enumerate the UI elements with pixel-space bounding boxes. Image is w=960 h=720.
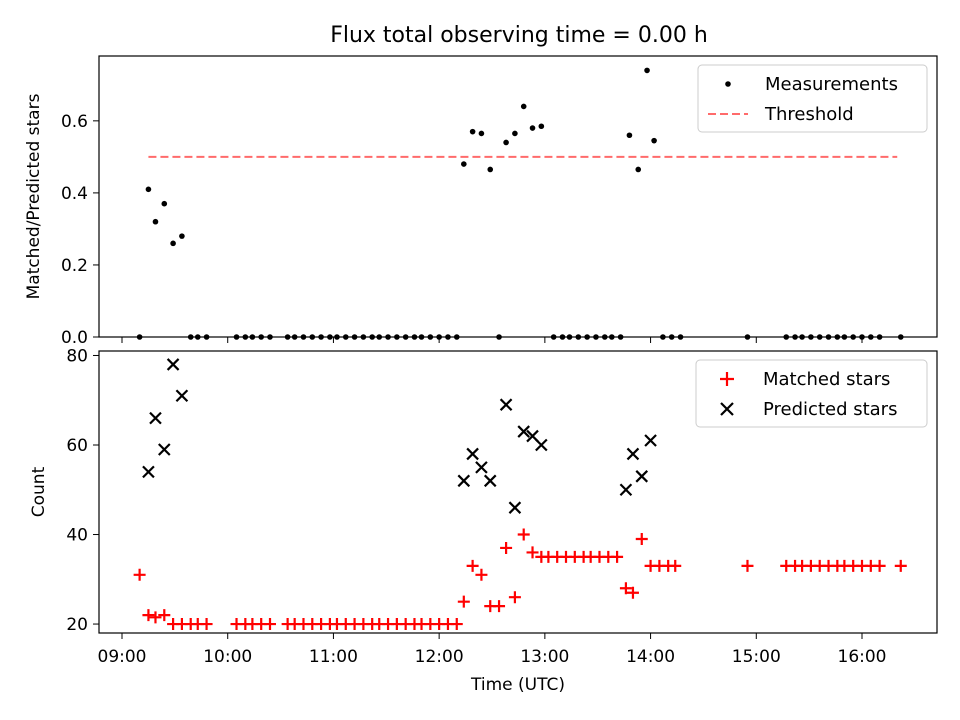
predicted-star-point (626, 447, 640, 461)
matched-star-point (450, 618, 463, 631)
matched-star-point (894, 559, 907, 572)
predicted-star-point (466, 447, 479, 461)
measurement-point (529, 125, 536, 131)
predicted-star-point (142, 465, 155, 479)
matched-star-point (264, 618, 276, 631)
matched-star-point (133, 568, 146, 581)
measurement-point (538, 123, 545, 130)
top-y-tick-label: 0.0 (61, 328, 88, 348)
top-y-tick-label: 0.6 (61, 112, 88, 132)
bottom-x-tick-label: 14:00 (626, 647, 675, 667)
bottom-y-tick-label: 60 (66, 436, 88, 456)
measurement-point (478, 130, 485, 137)
top-legend-box (697, 64, 928, 133)
bottom-panel-frame (98, 350, 938, 634)
matched-star-point (158, 609, 171, 622)
top-panel-frame (98, 55, 938, 338)
matched-star-point (619, 582, 632, 595)
matched-star-point (466, 559, 479, 572)
bottom-y-tick-label: 20 (66, 615, 88, 635)
measurement-point (651, 137, 657, 144)
bottom-x-tick-label: 09:00 (98, 647, 147, 667)
bottom-legend: Matched stars Predicted stars (695, 359, 928, 428)
legend-measurements-marker (725, 81, 731, 87)
bottom-y-tick-label: 40 (66, 526, 88, 546)
x-axis-label: Time (UTC) (470, 675, 565, 695)
top-panel: Flux total observing time = 0.00 h 0.00.… (24, 23, 938, 348)
bottom-x-tick-label: 11:00 (309, 647, 358, 667)
measurement-point (512, 130, 518, 137)
top-y-axis-label: Matched/Predicted stars (24, 93, 44, 299)
predicted-star-point (535, 438, 548, 452)
matched-star-point (475, 568, 488, 581)
measurement-point (461, 161, 467, 167)
legend-predicted-label: Predicted stars (763, 399, 897, 420)
legend-threshold-label: Threshold (764, 104, 854, 125)
matched-star-point (500, 541, 513, 554)
measurement-point (145, 186, 152, 193)
predicted-star-point (475, 461, 488, 474)
measurement-point (161, 200, 168, 207)
top-panel-ticks: 0.0 0.2 0.4 0.6 (61, 112, 863, 348)
matched-star-point (142, 609, 155, 622)
bottom-x-tick-label: 12:00 (415, 647, 464, 667)
matched-star-point (873, 559, 886, 572)
matched-star-point (526, 546, 539, 559)
predicted-star-point (644, 434, 657, 447)
bottom-x-tick-label: 13:00 (520, 647, 569, 667)
matched-star-point (517, 528, 530, 541)
measurement-point (179, 233, 185, 239)
legend-matched-label: Matched stars (763, 369, 890, 390)
measurement-point (487, 166, 494, 173)
predicted-star-point (175, 389, 189, 403)
measurement-point (503, 139, 509, 146)
measurement-point (635, 166, 642, 173)
matched-star-point (457, 595, 470, 608)
measurement-point (152, 218, 159, 225)
top-y-tick-label: 0.4 (61, 184, 88, 204)
predicted-star-point (635, 470, 649, 483)
matched-star-point (611, 550, 624, 563)
matched-star-point (741, 559, 754, 572)
measurement-point (520, 103, 527, 110)
bottom-legend-box (695, 359, 928, 428)
predicted-star-point (508, 501, 522, 514)
top-y-tick-label: 0.2 (61, 256, 88, 276)
predicted-star-point (149, 411, 162, 425)
predicted-star-point (517, 425, 530, 438)
matched-star-point (149, 611, 162, 624)
bottom-x-tick-label: 16:00 (838, 647, 887, 667)
predicted-star-point (499, 398, 513, 411)
matched-star-point (493, 600, 506, 613)
matched-star-point (635, 533, 648, 545)
predicted-star-point (619, 483, 633, 497)
predicted-star-point (166, 358, 180, 371)
top-legend: Measurements Threshold (697, 64, 928, 133)
measurement-point (626, 132, 633, 139)
matched-star-point (626, 586, 639, 599)
chart-title: Flux total observing time = 0.00 h (330, 23, 708, 48)
bottom-y-tick-label: 80 (66, 346, 88, 366)
bottom-x-tick-label: 15:00 (732, 647, 781, 667)
legend-predicted-marker (720, 402, 734, 416)
legend-matched-marker (720, 372, 734, 386)
bottom-y-axis-label: Count (29, 466, 49, 517)
measurement-point (170, 240, 176, 247)
predicted-star-point (158, 443, 171, 456)
measurement-point (469, 128, 476, 135)
bottom-panel-ticks: 20 40 60 80 09:00 10:00 11:00 12:00 13:00 14:00 15… (66, 346, 886, 667)
bottom-panel: 20 40 60 80 09:00 10:00 11:00 12:00 13:00 14:00 15… (29, 346, 938, 695)
matched-star-point (508, 591, 521, 604)
matched-star-point (669, 559, 682, 572)
bottom-x-tick-label: 10:00 (203, 647, 252, 667)
predicted-star-point (483, 474, 497, 488)
matched-star-point (200, 618, 213, 631)
legend-measurements-label: Measurements (765, 74, 898, 95)
bottom-panel-marks (133, 358, 907, 631)
measurement-point (644, 67, 650, 74)
predicted-star-point (457, 474, 471, 488)
